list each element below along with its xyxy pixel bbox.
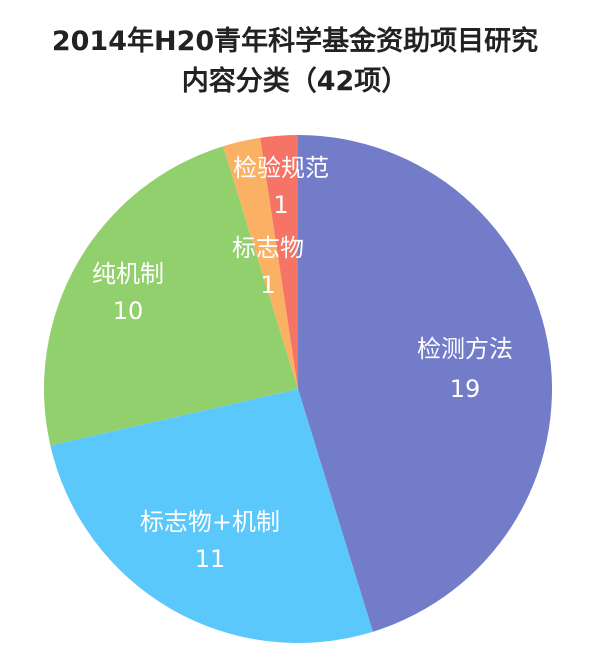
chart-title-block: 2014年H20青年科学基金资助项目研究 内容分类（42项） [0,22,590,102]
pie-slices [43,135,553,643]
pie-labels: 检测方法 19 标志物+机制 11 纯机制 10 标志物 1 检验规范 1 [92,154,513,573]
pie-slice [298,135,553,632]
pie-slice [223,137,298,389]
pie-slice [260,135,298,389]
slice-label: 检验规范 [233,154,329,182]
slice-value-label: 19 [450,375,481,403]
slice-label: 检测方法 [417,335,513,363]
chart-subtitle: 内容分类（42项） [181,66,409,97]
slice-label: 标志物 [232,234,304,262]
slice-label: 标志物+机制 [140,508,280,536]
slice-value-label: 1 [260,271,275,299]
slice-value-label: 11 [195,545,226,573]
slice-label: 纯机制 [92,260,164,288]
slice-value-label: 10 [113,297,144,325]
slice-value-label: 1 [273,191,288,219]
pie-slice [43,146,298,446]
chart-title: 2014年H20青年科学基金资助项目研究 [51,26,539,57]
pie-slice [50,389,373,643]
